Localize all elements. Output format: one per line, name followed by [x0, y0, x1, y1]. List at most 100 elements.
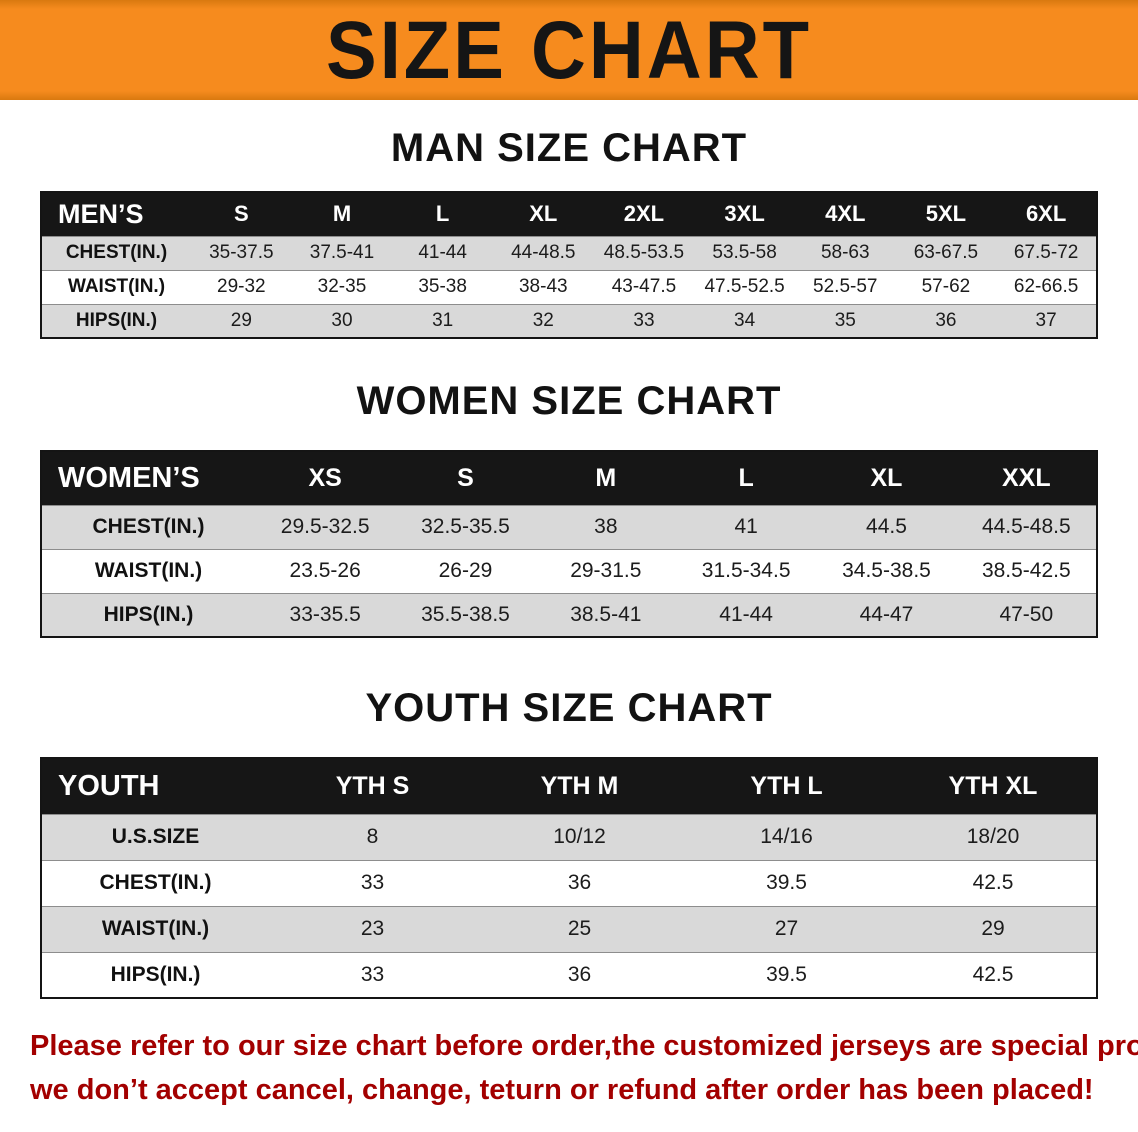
size-value-cell: 34 [694, 303, 795, 338]
size-value-cell: 52.5-57 [794, 269, 896, 304]
row-label: WAIST(IN.) [41, 548, 255, 593]
notice-line-1: Please refer to our size chart before or… [30, 1030, 1138, 1062]
youth-size-table: YOUTH YTH S YTH M YTH L YTH XL U.S.SIZE 8 10/12… [40, 757, 1098, 999]
header-row: YOUTH YTH S YTH M YTH L YTH XL [41, 758, 1097, 814]
size-value-cell: 23.5-26 [255, 548, 396, 593]
row-label: CHEST(IN.) [41, 859, 269, 906]
row-label: WAIST(IN.) [41, 905, 269, 952]
notice-line-2: we don’t accept cancel, change, teturn o… [30, 1073, 1094, 1106]
men-size-chart-heading: MAN SIZE CHART [390, 126, 748, 170]
size-value-cell: 35-37.5 [191, 235, 292, 270]
women-size-chart-heading: WOMEN SIZE CHART [356, 379, 782, 423]
size-value-cell: 32 [492, 303, 594, 338]
size-value-cell: 36 [895, 303, 997, 338]
size-value-cell: 31 [392, 303, 493, 338]
size-value-cell: 35-38 [392, 269, 493, 304]
size-value-cell: 67.5-72 [996, 235, 1097, 270]
size-header-cell: YTH M [476, 758, 683, 814]
size-value-cell: 42.5 [890, 859, 1097, 906]
table-row: HIPS(IN.) 33 36 39.5 42.5 [41, 951, 1097, 998]
size-header-cell: S [191, 192, 292, 236]
table-row: HIPS(IN.) 29 30 31 32 33 34 35 36 37 [41, 303, 1097, 338]
size-header-cell: YTH S [269, 758, 476, 814]
size-header-cell: M [291, 192, 393, 236]
size-value-cell: 38 [535, 504, 676, 549]
size-value-cell: 23 [269, 905, 476, 952]
size-value-cell: 53.5-58 [694, 235, 795, 270]
size-value-cell: 33 [269, 951, 476, 998]
size-header-cell: XL [816, 451, 957, 505]
size-value-cell: 36 [476, 859, 683, 906]
size-value-cell: 38.5-41 [535, 592, 676, 637]
size-value-cell: 31.5-34.5 [675, 548, 817, 593]
table-row: CHEST(IN.) 29.5-32.5 32.5-35.5 38 41 44.5 44.5… [41, 504, 1097, 549]
size-value-cell: 29 [191, 303, 292, 338]
size-value-cell: 47.5-52.5 [694, 269, 795, 304]
size-value-cell: 32-35 [291, 269, 393, 304]
size-value-cell: 42.5 [890, 951, 1097, 998]
table-row: WAIST(IN.) 29-32 32-35 35-38 38-43 43-47.5 47.… [41, 269, 1097, 304]
size-value-cell: 39.5 [683, 859, 890, 906]
size-value-cell: 43-47.5 [593, 269, 695, 304]
size-value-cell: 41 [675, 504, 817, 549]
size-value-cell: 37 [996, 303, 1097, 338]
size-value-cell: 39.5 [683, 951, 890, 998]
table-row: U.S.SIZE 8 10/12 14/16 18/20 [41, 813, 1097, 860]
size-value-cell: 33 [269, 859, 476, 906]
size-value-cell: 30 [291, 303, 393, 338]
size-value-cell: 44.5 [816, 504, 957, 549]
table-title-cell: WOMEN’S [41, 451, 255, 505]
size-value-cell: 47-50 [956, 592, 1097, 637]
size-value-cell: 25 [476, 905, 683, 952]
section-youth-size-chart: YOUTH SIZE CHART YOUTH YTH S YTH M YTH L YTH … [0, 686, 1138, 999]
size-value-cell: 44-48.5 [492, 235, 594, 270]
size-value-cell: 57-62 [895, 269, 997, 304]
size-value-cell: 33-35.5 [255, 592, 396, 637]
size-header-cell: 3XL [694, 192, 795, 236]
row-label: CHEST(IN.) [41, 235, 191, 270]
table-row: CHEST(IN.) 35-37.5 37.5-41 41-44 44-48.5 48.5… [41, 235, 1097, 270]
size-header-cell: L [392, 192, 493, 236]
size-header-cell: 5XL [895, 192, 997, 236]
size-header-cell: YTH L [683, 758, 890, 814]
sections-container: MAN SIZE CHART MEN’S S M L XL 2XL 3XL 4XL 5XL 6XL C… [0, 126, 1138, 999]
header-row: WOMEN’S XS S M L XL XXL [41, 451, 1097, 505]
table-title-cell: MEN’S [41, 192, 191, 236]
size-header-cell: 4XL [794, 192, 896, 236]
size-value-cell: 36 [476, 951, 683, 998]
size-value-cell: 26-29 [395, 548, 536, 593]
table-row: WAIST(IN.) 23 25 27 29 [41, 905, 1097, 952]
size-value-cell: 38-43 [492, 269, 594, 304]
women-size-table: WOMEN’S XS S M L XL XXL CHEST(IN.) 29.5-32.5 32.5… [40, 450, 1098, 638]
size-header-cell: 6XL [996, 192, 1097, 236]
size-header-cell: XS [255, 451, 396, 505]
row-label: HIPS(IN.) [41, 303, 191, 338]
size-value-cell: 38.5-42.5 [956, 548, 1097, 593]
size-header-cell: XL [492, 192, 594, 236]
size-value-cell: 14/16 [683, 813, 890, 860]
table-title-cell: YOUTH [41, 758, 269, 814]
section-men-size-chart: MAN SIZE CHART MEN’S S M L XL 2XL 3XL 4XL 5XL 6XL C… [0, 126, 1138, 339]
size-value-cell: 29 [890, 905, 1097, 952]
size-value-cell: 44-47 [816, 592, 957, 637]
table-row: CHEST(IN.) 33 36 39.5 42.5 [41, 859, 1097, 906]
size-value-cell: 35.5-38.5 [395, 592, 536, 637]
footer-notice: Please refer to our size chart before or… [30, 1025, 1138, 1112]
page-title: SIZE CHART [326, 4, 812, 96]
row-label: WAIST(IN.) [41, 269, 191, 304]
size-value-cell: 29.5-32.5 [255, 504, 396, 549]
size-value-cell: 41-44 [392, 235, 493, 270]
size-value-cell: 63-67.5 [895, 235, 997, 270]
size-value-cell: 44.5-48.5 [956, 504, 1097, 549]
row-label: U.S.SIZE [41, 813, 269, 860]
size-header-cell: 2XL [593, 192, 695, 236]
size-value-cell: 8 [269, 813, 476, 860]
men-size-table: MEN’S S M L XL 2XL 3XL 4XL 5XL 6XL CHEST(IN.) 35-37… [40, 191, 1098, 339]
size-header-cell: S [395, 451, 536, 505]
row-label: CHEST(IN.) [41, 504, 255, 549]
size-value-cell: 29-32 [191, 269, 292, 304]
size-value-cell: 62-66.5 [996, 269, 1097, 304]
table-row: HIPS(IN.) 33-35.5 35.5-38.5 38.5-41 41-44 44-… [41, 592, 1097, 637]
size-header-cell: YTH XL [890, 758, 1097, 814]
